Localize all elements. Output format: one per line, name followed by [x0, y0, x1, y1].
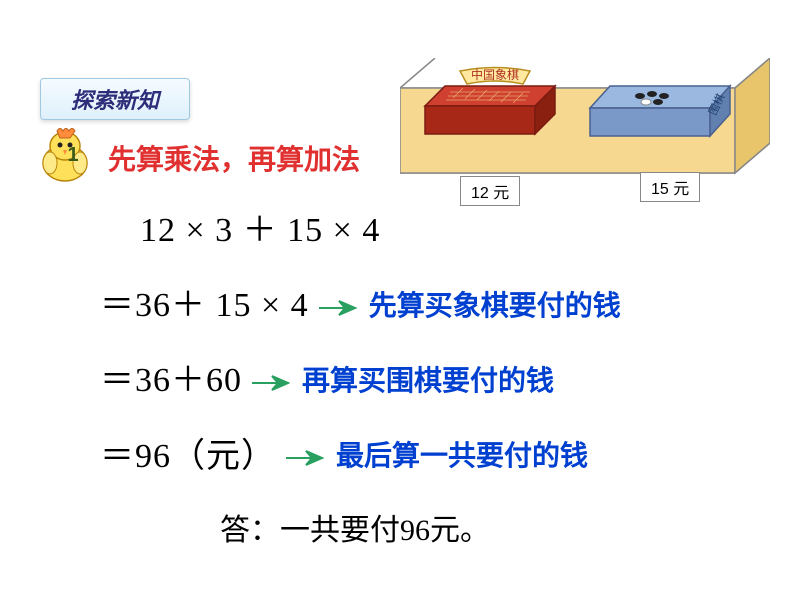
header-badge-text: 探索新知 — [71, 83, 159, 115]
eq2-prefix: ＝ — [100, 275, 135, 336]
eq2-rest: ＋ 15 × 4 — [171, 275, 309, 336]
arrow-icon — [250, 352, 290, 410]
eq4-prefix: ＝ — [100, 426, 135, 487]
eq3-mid: ＋ — [171, 350, 206, 411]
eq3-comment: 再算买围棋要付的钱 — [302, 356, 554, 406]
eq4-unit: （元） — [171, 426, 276, 487]
price-label-2: 15 元 — [640, 172, 700, 202]
eq1-expr: 12 × 3 ＋ 15 × 4 — [140, 200, 380, 261]
step-number: 1 — [58, 140, 88, 170]
equation-line-2: ＝ 36 ＋ 15 × 4 先算买象棋要付的钱 — [100, 275, 621, 336]
eq3-prefix: ＝ — [100, 350, 135, 411]
eq2-comment: 先算买象棋要付的钱 — [369, 281, 621, 331]
equation-line-3: ＝ 36 ＋ 60 再算买围棋要付的钱 — [100, 350, 621, 411]
eq3-result-a: 36 — [135, 350, 171, 411]
product-illustration: 中国象棋 围棋 — [400, 58, 770, 198]
equation-block: 12 × 3 ＋ 15 × 4 ＝ 36 ＋ 15 × 4 先算买象棋要付的钱 … — [100, 200, 621, 501]
arrow-icon — [317, 277, 357, 335]
instruction-text: 先算乘法，再算加法 — [108, 138, 360, 178]
header-badge: 探索新知 — [40, 78, 190, 120]
answer-text: 答：一共要付96元。 — [220, 505, 490, 549]
eq2-result-a: 36 — [135, 275, 171, 336]
arrow-icon — [284, 427, 324, 485]
product1-name: 中国象棋 — [471, 67, 519, 82]
price-label-1: 12 元 — [460, 176, 520, 206]
eq4-result: 96 — [135, 426, 171, 487]
eq3-result-b: 60 — [206, 350, 242, 411]
equation-line-1: 12 × 3 ＋ 15 × 4 — [100, 200, 621, 261]
equation-line-4: ＝ 96 （元） 最后算一共要付的钱 — [100, 426, 621, 487]
eq4-comment: 最后算一共要付的钱 — [336, 431, 588, 481]
